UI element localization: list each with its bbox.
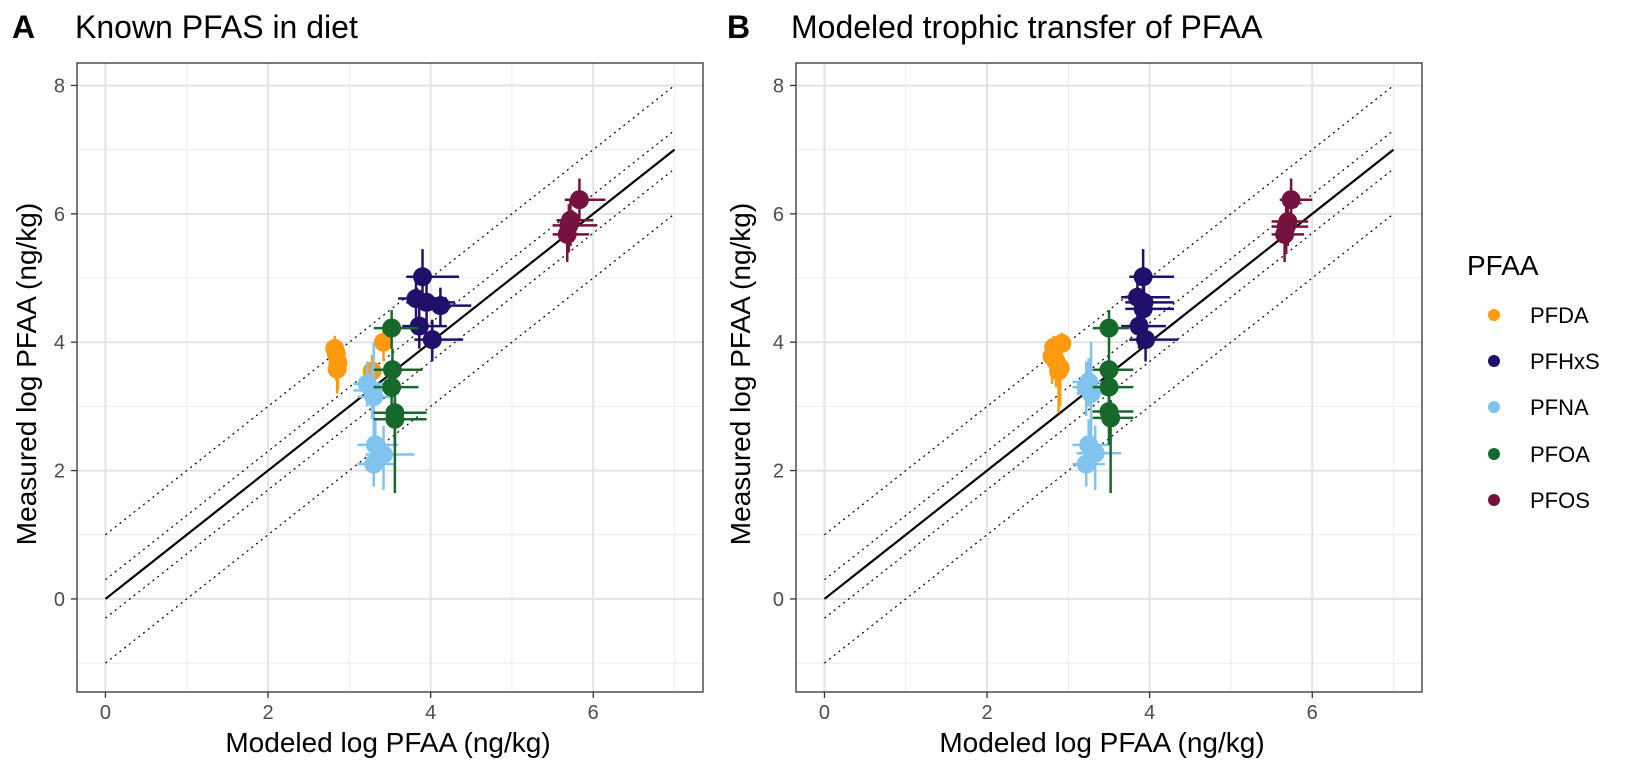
panel-b: B Modeled trophic transfer of PFAA 0 2 4 60… [725,9,1423,758]
reference-line-dotted [105,213,675,664]
data-point [327,359,347,379]
data-point [1049,361,1069,381]
panel-title: Modeled trophic transfer of PFAA [791,9,1263,45]
legend-label: PFOA [1530,442,1590,467]
series-pfoa [373,310,427,494]
reference-line-dotted [105,129,675,581]
data-point [1099,377,1119,397]
x-tick-label: 4 [425,702,436,724]
y-tick-label: 0 [54,589,65,611]
y-tick-label: 6 [773,204,784,226]
x-axis-title: Modeled log PFAA (ng/kg) [939,727,1264,758]
series-pfhxs [398,249,472,362]
legend-title: PFAA [1467,250,1539,281]
panel-title: Known PFAS in diet [75,9,358,45]
data-point [1076,454,1096,474]
data-point [1133,299,1153,319]
grid [77,63,703,692]
axes: 0 2 4 6 0 2 4 6 8 [773,75,1318,724]
y-tick-label: 2 [773,461,784,483]
x-tick-label: 6 [588,702,599,724]
legend: PFAA PFDA PFHxS PFNA PFOA PFOS [1467,250,1600,513]
reference-line-dotted [824,84,1394,536]
legend-item-pfoa: PFOA [1488,442,1590,467]
legend-key [1488,355,1500,367]
data-point [413,267,433,287]
axes: 0 2 4 6 0 2 4 6 8 [54,75,599,724]
reference-line-dotted [824,213,1394,664]
data-points [325,178,606,494]
data-point [373,332,393,352]
data-point [1099,318,1119,338]
plot-area: 0 2 4 6 0 2 4 6 8 [773,62,1423,724]
plot-border [795,62,1423,693]
y-tick-label: 2 [54,461,65,483]
series-pfda [1042,332,1072,413]
x-tick-label: 4 [1144,702,1155,724]
data-point [382,360,402,380]
legend-label: PFHxS [1530,349,1600,374]
y-tick-label: 4 [54,332,65,354]
legend-key [1488,494,1500,506]
series-pfoa [1092,310,1134,494]
x-tick-label: 0 [100,702,111,724]
data-point [409,316,429,336]
x-tick-label: 6 [1307,702,1318,724]
data-point [1101,408,1121,428]
reference-line-dotted [824,129,1394,581]
y-tick-label: 0 [773,589,784,611]
legend-item-pfos: PFOS [1488,488,1590,513]
data-points [1042,178,1313,494]
data-point [1099,360,1119,380]
x-tick-label: 2 [981,702,992,724]
panel-tag: B [727,9,750,45]
series-pfhxs [1121,249,1179,362]
legend-item-pfda: PFDA [1488,303,1589,328]
reference-line-dotted [105,84,675,536]
grid [796,63,1422,692]
legend-key [1488,309,1500,321]
data-point [364,387,384,407]
legend-label: PFDA [1530,303,1589,328]
legend-key [1488,448,1500,460]
panel-a: A Known PFAS in diet 0 2 4 6 0 2 4 6 8 Modeled l… [11,9,704,758]
plot-border [76,62,704,693]
y-tick-label: 4 [773,332,784,354]
legend-item-pfna: PFNA [1488,395,1589,420]
data-point [430,296,450,316]
data-point [364,454,384,474]
legend-label: PFOS [1530,488,1590,513]
data-point [1136,330,1156,350]
legend-key [1488,401,1500,413]
data-point [382,377,402,397]
series-pfos [552,178,606,262]
y-tick-label: 8 [773,75,784,97]
series-pfos [1271,178,1313,262]
data-point [1133,267,1153,287]
panel-tag: A [12,9,35,45]
data-point [382,318,402,338]
data-point [557,224,577,244]
series-pfna [353,342,415,490]
y-axis-title: Measured log PFAA (ng/kg) [11,203,42,545]
data-point [1275,224,1295,244]
data-point [1281,190,1301,210]
y-tick-label: 8 [54,75,65,97]
data-point [569,190,589,210]
series-pfda [325,329,393,400]
reference-line-dotted [105,168,675,619]
x-tick-label: 2 [262,702,273,724]
legend-item-pfhxs: PFHxS [1488,349,1600,374]
data-point [422,330,442,350]
reference-line-dotted [824,168,1394,619]
x-axis-title: Modeled log PFAA (ng/kg) [225,727,550,758]
data-point [1081,384,1101,404]
plot-area: 0 2 4 6 0 2 4 6 8 [54,62,704,724]
y-axis-title: Measured log PFAA (ng/kg) [725,203,756,545]
data-point [385,409,405,429]
legend-label: PFNA [1530,395,1589,420]
x-tick-label: 0 [819,702,830,724]
y-tick-label: 6 [54,204,65,226]
